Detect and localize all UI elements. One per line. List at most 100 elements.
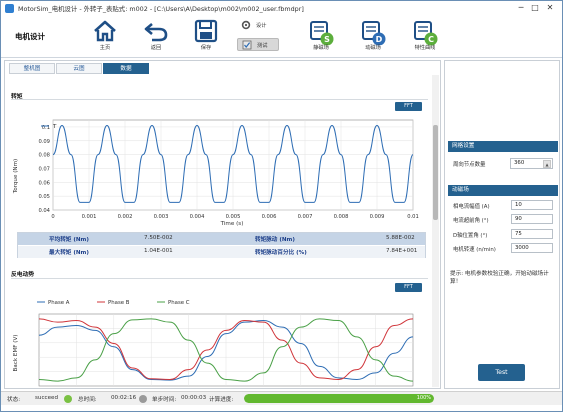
characteristic-curve-button[interactable]: C 特性曲线	[411, 19, 439, 57]
torque-x-tick-label: 0.002	[118, 214, 133, 220]
gear-icon	[241, 20, 251, 30]
d-axis-angle-label: D轴位置角 (°)	[453, 233, 488, 239]
emf-legend-label: Phase C	[168, 300, 190, 306]
torque-y-tick-label: 0.05	[38, 194, 50, 200]
torque-x-axis-label: Time (s)	[220, 221, 244, 227]
app-logo-icon	[5, 3, 14, 13]
emf-grid	[38, 313, 414, 387]
emf-series	[38, 318, 414, 382]
torque-x-tick-label: 0.001	[82, 214, 97, 220]
phase-current-input[interactable]: 10	[511, 200, 553, 210]
torque-chart: 0.10.090.080.070.060.050.04 0 0.001 0.002 0…	[13, 119, 419, 227]
ribbon-toolbar: 电机设计 主页 返回 保存	[1, 16, 562, 58]
status-bar: 状态: succeed 总时间: 00:02:16 单步时间: 00:00:03…	[1, 391, 562, 405]
static-field-button[interactable]: S 静磁场	[307, 19, 335, 57]
torque-section-title: 转矩	[11, 94, 23, 100]
lead-angle-label: 电流超前角 (°)	[453, 218, 489, 224]
save-label: 保存	[200, 45, 212, 51]
torque-x-tick-label: 0.004	[190, 214, 206, 220]
torque-x-tick-label: 0.01	[407, 214, 419, 220]
max-torque-label: 最大转矩 (Nm)	[49, 250, 89, 256]
motor-speed-input[interactable]: 3000	[511, 243, 553, 253]
d-axis-angle-input[interactable]: 75	[511, 229, 553, 239]
spin-up-icon[interactable]: ▲	[543, 160, 551, 168]
torque-x-tick-label: 0.003	[154, 214, 169, 220]
status-hint: 提示: 电机参数校验正确，开始动磁场计算！	[450, 271, 549, 285]
torque-x-tick-label: 0.009	[370, 214, 385, 220]
emf-section-divider	[11, 278, 428, 279]
title-bar: MotorSim_电机设计 - 外转子_表贴式: m002 - [C:\User…	[1, 1, 562, 15]
table-row: 最大转矩 (Nm) 1.04E-001 转矩脉动百分比 (%) 7.84E+00…	[18, 246, 425, 258]
view-tabs: 整机图 云图 数据	[9, 63, 150, 74]
torque-y-axis-label: Torque (Nm)	[13, 159, 19, 194]
static-field-label: 静磁场	[313, 45, 329, 51]
torque-ripple-percent-label: 转矩脉动百分比 (%)	[255, 250, 307, 256]
lead-angle-input[interactable]: 90	[511, 214, 553, 224]
results-scrollbar[interactable]	[432, 75, 439, 387]
dynamic-field-button[interactable]: D 动磁场	[359, 19, 387, 57]
state-label: 状态:	[7, 397, 21, 403]
avg-torque-label: 平均转矩 (Nm)	[49, 237, 89, 243]
scrollbar-thumb[interactable]	[433, 125, 438, 220]
save-button[interactable]: 保存	[192, 19, 220, 57]
undo-arrow-icon	[144, 23, 168, 42]
tab-machine-view[interactable]: 整机图	[9, 63, 55, 74]
step-time-value: 00:00:03	[181, 395, 207, 401]
tab-data[interactable]: 数据	[103, 63, 149, 74]
torque-y-ticks: 0.1 0.09 0.08 0.07 0.06 0.05 0.04	[38, 125, 50, 214]
curve-letter: C	[428, 35, 434, 44]
total-time-indicator-icon	[139, 395, 147, 403]
avg-torque-value: 7.50E-002	[144, 235, 173, 241]
state-indicator-icon	[64, 395, 72, 403]
torque-x-tick-label: 0.006	[262, 214, 277, 220]
floppy-disk-icon	[194, 19, 218, 43]
emf-series-line	[38, 318, 414, 380]
dynamic-field-header: 动磁场	[448, 185, 558, 196]
motor-speed-label: 电机转速 (n/min)	[453, 247, 496, 253]
maximize-button[interactable]: □	[531, 3, 539, 12]
back-button[interactable]: 返回	[142, 19, 170, 57]
home-button[interactable]: 主页	[91, 19, 119, 57]
design-mode-button[interactable]: 设计	[237, 19, 279, 32]
dynamic-field-label: 动磁场	[365, 45, 381, 51]
torque-legend-label: T	[52, 124, 57, 130]
torque-fft-button[interactable]: FFT	[395, 102, 422, 111]
circumferential-nodes-spinbox[interactable]: 360 ▲	[510, 158, 553, 169]
home-label: 主页	[99, 45, 111, 51]
static-field-letter: S	[324, 35, 330, 44]
emf-fft-button[interactable]: FFT	[395, 283, 422, 292]
torque-x-ticks: 0 0.001 0.002 0.003 0.004 0.005 0.006 0.007 0.00…	[51, 214, 418, 220]
emf-section-title: 反电动势	[11, 272, 35, 278]
minimize-button[interactable]: ─	[518, 3, 524, 12]
emf-legend-label: Phase B	[108, 300, 130, 306]
progress-percent: 100%	[416, 395, 431, 401]
window-title: MotorSim_电机设计 - 外转子_表贴式: m002 - [C:\User…	[18, 4, 304, 13]
tab-contour[interactable]: 云图	[56, 63, 102, 74]
progress-bar: 100%	[244, 394, 434, 403]
table-row: 平均转矩 (Nm) 7.50E-002 转矩脉动 (Nm) 5.88E-002	[18, 233, 425, 245]
step-time-label: 单步时间:	[152, 397, 177, 403]
dynamic-field-icon: D	[362, 21, 386, 46]
torque-ripple-percent-value: 7.84E+001	[386, 248, 418, 254]
progress-fill	[244, 394, 434, 403]
total-time-label: 总时间:	[78, 397, 97, 403]
circumferential-nodes-label: 周向节点数量	[453, 162, 486, 168]
torque-y-tick-label: 0.07	[38, 166, 50, 172]
total-time-value: 00:02:16	[111, 395, 137, 401]
test-mode-button[interactable]: 测试	[237, 38, 279, 51]
torque-x-tick-label: 0.005	[226, 214, 241, 220]
emf-series-line	[38, 320, 414, 381]
close-button[interactable]: ✕	[546, 3, 554, 12]
torque-x-tick-label: 0.008	[334, 214, 349, 220]
torque-y-tick-label: 0.04	[38, 208, 50, 214]
design-mode-label: 设计	[256, 23, 267, 29]
mesh-settings-header: 网格设置	[448, 141, 558, 152]
max-torque-value: 1.04E-001	[144, 248, 173, 254]
emf-chart: Phase A Phase B Phase C Back EMF (V)	[13, 300, 414, 387]
torque-y-tick-label: 0.06	[38, 180, 50, 186]
settings-panel: 网格设置 周向节点数量 360 ▲ 动磁场 相电流幅值 (A) 10 电流超前角…	[444, 60, 560, 389]
ribbon-brand: 电机设计	[15, 32, 45, 41]
test-button[interactable]: Test	[478, 364, 525, 381]
emf-series-line	[38, 318, 414, 382]
